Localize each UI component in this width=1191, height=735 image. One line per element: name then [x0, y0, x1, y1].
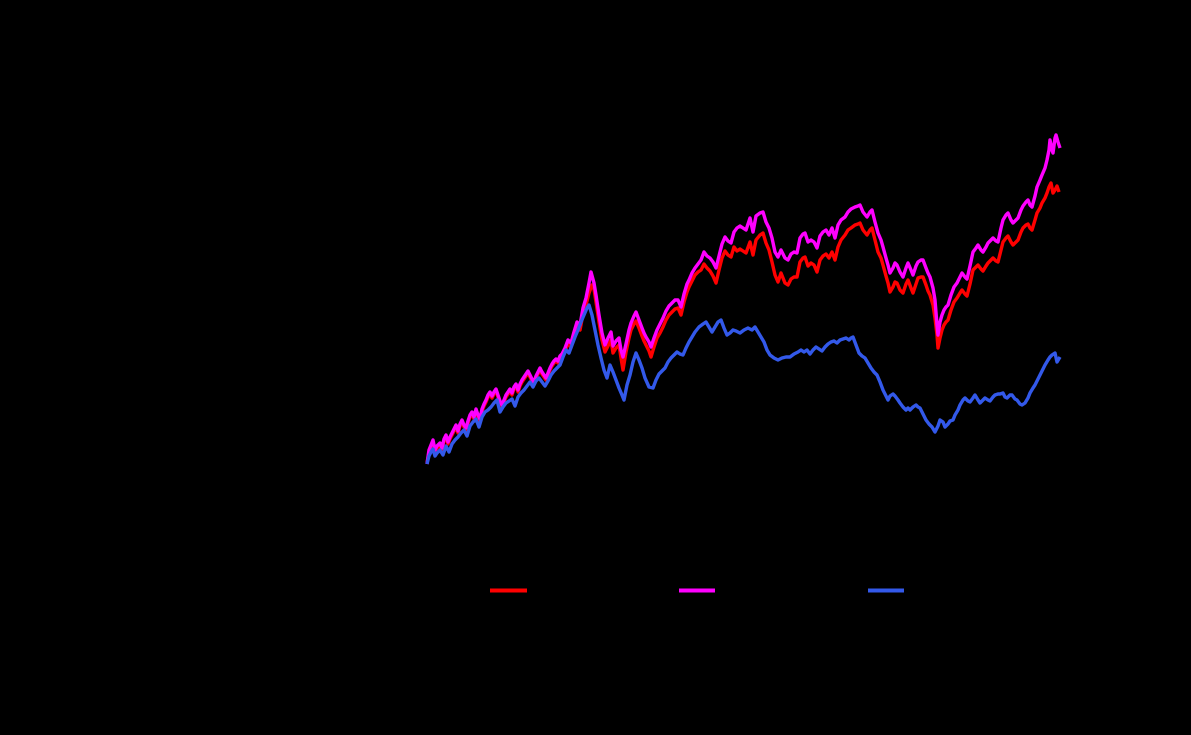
series-line-magenta — [425, 133, 1062, 465]
series-line-red — [425, 181, 1061, 464]
series-line-blue — [425, 303, 1062, 465]
